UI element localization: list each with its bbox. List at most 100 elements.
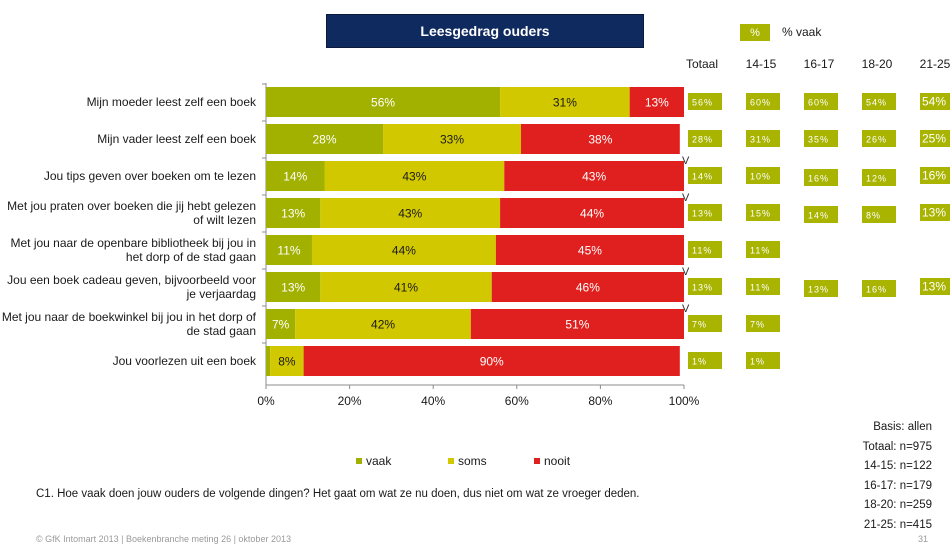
column-header-21-25: 21-25 [919, 57, 951, 71]
vaak-badge-label: 7% [750, 320, 765, 330]
bar-segment-vaak [266, 272, 321, 302]
vaak-badge [920, 130, 950, 147]
vaak-badge-label: 13% [808, 285, 829, 295]
data-label-vaak: 56% [371, 96, 395, 110]
category-label: Mijn moeder leest zelf een boek [86, 95, 256, 109]
x-tick-label: 0% [257, 394, 275, 408]
data-label-vaak: 13% [281, 281, 305, 295]
data-label-soms: 43% [402, 170, 426, 184]
data-label-nooit: 46% [576, 281, 600, 295]
basis-line: Basis: allen [873, 421, 932, 433]
legend-label-soms: soms [458, 454, 487, 468]
legend-marker-soms [448, 458, 454, 464]
vaak-badge-label: 15% [750, 209, 771, 219]
vaak-badge [804, 93, 838, 110]
category-label: Jou tips geven over boeken om te lezen [43, 169, 256, 183]
top-legend-swatch: % [740, 24, 770, 41]
bar-segment-vaak [266, 309, 296, 339]
vaak-badge [746, 241, 780, 258]
vaak-badge-label: 35% [808, 135, 829, 145]
vaak-badge [746, 352, 780, 369]
vaak-badge [746, 130, 780, 147]
x-tick-label: 100% [669, 394, 700, 408]
basis-line: Totaal: n=975 [862, 440, 932, 453]
vaak-badge [746, 93, 780, 110]
vaak-badge-label: 13% [922, 206, 946, 220]
data-label-soms: 41% [394, 281, 418, 295]
vaak-badge-label: 11% [692, 246, 712, 256]
vaak-badge [920, 93, 950, 110]
significance-marker: V [682, 266, 690, 278]
vaak-badge-label: 10% [750, 172, 771, 182]
vaak-badge-label: 56% [692, 98, 713, 108]
bar-segment-soms [383, 124, 521, 154]
vaak-badge [862, 93, 896, 110]
vaak-badge-label: 12% [866, 174, 887, 184]
vaak-badge [688, 278, 722, 295]
data-label-soms: 43% [398, 207, 422, 221]
vaak-badge-label: 31% [750, 135, 771, 145]
data-label-nooit: 43% [582, 170, 606, 184]
vaak-badge-label: 16% [808, 174, 829, 184]
bar-segment-nooit [470, 309, 684, 339]
vaak-badge [862, 280, 896, 297]
data-label-soms: 42% [371, 318, 395, 332]
vaak-badge-label: 16% [866, 285, 887, 295]
data-label-vaak: 28% [313, 133, 337, 147]
vaak-badge [688, 93, 722, 110]
vaak-badge-label: 28% [692, 135, 713, 145]
top-legend-label: % vaak [782, 25, 822, 39]
vaak-badge [920, 278, 950, 295]
legend-marker-nooit [534, 458, 540, 464]
basis-block: Basis: allen Totaal: n=975 14-15: n=122 … [863, 418, 932, 535]
data-label-nooit: 38% [588, 133, 612, 147]
data-label-nooit: 13% [645, 96, 669, 110]
bar-segment-vaak [266, 124, 384, 154]
significance-marker: V [682, 192, 690, 204]
category-label: Met jou praten over boeken die jij hebt … [7, 199, 256, 227]
data-label-vaak: 13% [281, 207, 305, 221]
bar-segment-vaak [266, 161, 325, 191]
vaak-badge-label: 54% [866, 98, 887, 108]
vaak-badge [746, 315, 780, 332]
bar-segment-nooit [629, 87, 684, 117]
bar-segment-vaak [266, 87, 501, 117]
bar-segment-nooit [491, 272, 684, 302]
bar-segment-nooit [500, 198, 684, 228]
column-header-totaal: Totaal [685, 57, 719, 71]
significance-marker: V [682, 155, 690, 167]
bar-segment-soms [270, 346, 304, 376]
vaak-badge-label: 26% [866, 135, 887, 145]
vaak-badge [804, 130, 838, 147]
footer-text: © GfK Intomart 2013 | Boekenbranche meti… [36, 534, 291, 544]
vaak-badge [746, 278, 780, 295]
vaak-badge [862, 169, 896, 186]
basis-line: 21-25: n=415 [863, 518, 932, 531]
bar-segment-vaak [266, 198, 321, 228]
category-label: Jou een boek cadeau geven, bijvoorbeeld … [7, 273, 256, 301]
data-label-nooit: 44% [580, 207, 604, 221]
vaak-badge-label: 60% [808, 98, 829, 108]
bar-segment-nooit [504, 161, 684, 191]
vaak-badge-label: 1% [750, 357, 765, 367]
vaak-badge [862, 130, 896, 147]
column-header-18-20: 18-20 [861, 57, 893, 71]
category-label: Met jou naar de boekwinkel bij jou in he… [1, 310, 256, 338]
vaak-badge-label: 1% [692, 357, 707, 367]
vaak-badge-label: 14% [692, 172, 713, 182]
vaak-badge [920, 167, 950, 184]
vaak-badge-label: 14% [808, 211, 829, 221]
data-label-soms: 8% [278, 355, 296, 369]
vaak-badge-label: 25% [922, 132, 946, 146]
vaak-badge [920, 204, 950, 221]
bar-segment-soms [500, 87, 630, 117]
significance-marker: V [682, 303, 690, 315]
category-label: Jou voorlezen uit een boek [112, 354, 256, 368]
chart-title: Leesgedrag ouders [326, 14, 644, 48]
data-label-vaak: 11% [277, 244, 300, 258]
x-tick-label: 60% [505, 394, 529, 408]
vaak-badge-label: 11% [750, 246, 770, 256]
vaak-badge [688, 315, 722, 332]
vaak-badge [804, 169, 838, 186]
question-text: C1. Hoe vaak doen jouw ouders de volgend… [36, 488, 640, 500]
